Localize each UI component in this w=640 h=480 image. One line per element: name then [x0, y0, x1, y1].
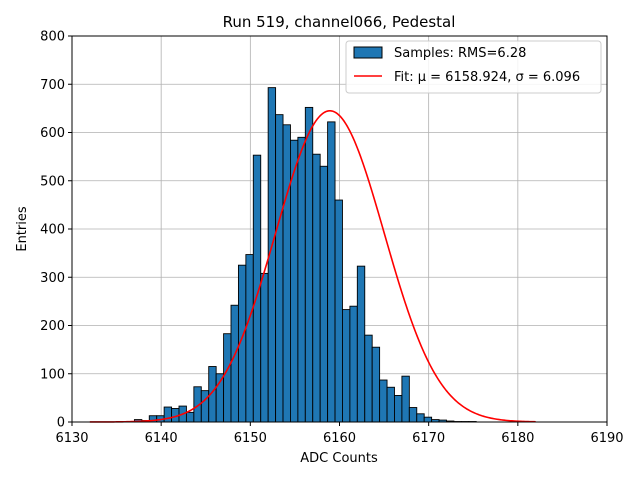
- histogram-bar: [260, 272, 269, 423]
- histogram-bar: [319, 165, 329, 423]
- x-tick-label: 6140: [145, 431, 178, 446]
- x-tick-label: 6150: [234, 431, 267, 446]
- histogram-bar: [327, 121, 336, 423]
- histogram-bar: [342, 309, 351, 423]
- x-axis-label: ADC Counts: [300, 451, 378, 466]
- x-tick-label: 6190: [590, 431, 623, 446]
- legend-box: [345, 40, 602, 94]
- gaussian-fit-curve: [89, 110, 536, 423]
- y-tick-label: 200: [40, 319, 65, 334]
- histogram-bar: [394, 395, 403, 423]
- histogram-bar: [401, 375, 410, 423]
- histogram-bar: [423, 416, 433, 423]
- legend-label-samples: Samples: RMS=6.28: [394, 46, 526, 61]
- histogram-bar: [223, 333, 232, 423]
- chart-title: Run 519, channel066, Pedestal: [223, 13, 456, 31]
- legend-label-fit: Fit: μ = 6158.924, σ = 6.096: [394, 70, 580, 85]
- histogram-bar: [290, 139, 299, 423]
- x-tick-label: 6180: [501, 431, 534, 446]
- x-tick-label: 6170: [412, 431, 445, 446]
- y-axis-label: Entries: [15, 206, 30, 252]
- histogram-bar: [282, 124, 291, 423]
- y-tick-label: 500: [40, 174, 65, 189]
- y-axis-ticks: 0 100 200 300 400 500 600 700 800: [40, 30, 72, 431]
- histogram-bar: [275, 114, 284, 423]
- histogram-bar: [379, 379, 388, 423]
- histogram-bar: [245, 254, 254, 423]
- y-tick-label: 600: [40, 126, 65, 141]
- histogram-bar: [297, 136, 306, 423]
- x-tick-label: 6160: [323, 431, 356, 446]
- y-tick-label: 400: [40, 223, 65, 238]
- histogram-bar: [230, 304, 239, 423]
- y-tick-label: 100: [40, 367, 65, 382]
- histogram-bar: [364, 334, 373, 423]
- histogram-bar: [185, 411, 195, 423]
- histogram-bars: [133, 87, 477, 423]
- histogram-bar: [334, 199, 343, 423]
- histogram-bar: [371, 346, 381, 423]
- histogram-bar: [304, 106, 314, 423]
- histogram-bar: [408, 407, 418, 423]
- y-tick-label: 800: [40, 30, 65, 45]
- x-tick-label: 6130: [55, 431, 88, 446]
- x-axis-ticks: 6130 6140 6150 6160 6170 6180 6190: [55, 422, 624, 446]
- histogram-bar: [312, 153, 321, 423]
- y-tick-label: 300: [40, 271, 65, 286]
- y-tick-label: 700: [40, 78, 65, 93]
- histogram-bar: [349, 305, 358, 423]
- histogram-bar: [200, 390, 210, 423]
- histogram-bar: [356, 265, 366, 423]
- histogram-bar: [386, 386, 395, 423]
- histogram-bar: [416, 413, 425, 423]
- legend: Samples: RMS=6.28 Fit: μ = 6158.924, σ =…: [345, 40, 602, 94]
- histogram-bar: [163, 406, 173, 423]
- y-tick-label: 0: [57, 416, 65, 431]
- legend-swatch-samples: [353, 46, 383, 59]
